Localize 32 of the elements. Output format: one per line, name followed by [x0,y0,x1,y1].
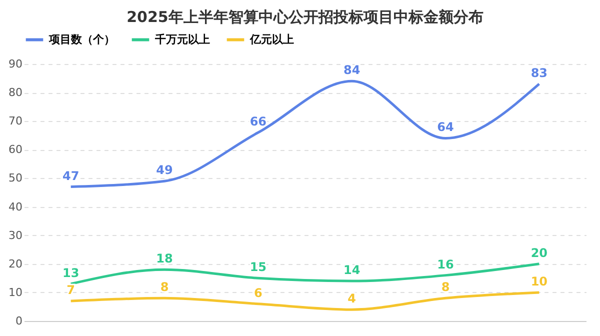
data-label: 84 [343,63,360,78]
data-label: 64 [437,120,454,134]
y-tick-label: 30 [8,228,22,242]
data-label: 20 [530,246,548,260]
data-label: 16 [437,257,454,272]
data-label: 13 [62,266,80,280]
data-label: 15 [250,260,267,274]
data-label: 6 [254,286,262,300]
y-tick-label: 80 [8,86,22,100]
data-label: 8 [441,280,450,294]
y-tick-label: 90 [8,58,22,70]
data-label: 18 [156,252,173,266]
y-tick-label: 20 [8,257,22,270]
data-label: 66 [250,114,267,129]
legend-label: 亿元以上 [249,32,294,46]
data-label: 8 [160,280,169,294]
data-label: 10 [530,274,548,288]
data-label: 14 [343,263,360,278]
legend-label: 项目数（个） [48,32,115,46]
data-label: 83 [530,66,548,80]
y-tick-label: 40 [8,200,22,214]
y-tick-label: 0 [16,314,22,328]
chart-title: 2025年上半年智算中心公开招投标项目中标金额分布 [126,8,484,26]
data-label: 4 [348,292,356,306]
y-tick-label: 60 [8,143,22,156]
data-label: 49 [156,163,173,178]
legend-label: 千万元以上 [154,32,210,46]
y-tick-label: 70 [8,114,22,128]
data-label: 47 [62,168,80,183]
y-tick-label: 50 [8,172,22,185]
y-tick-label: 10 [8,286,22,299]
data-label: 7 [66,283,76,298]
